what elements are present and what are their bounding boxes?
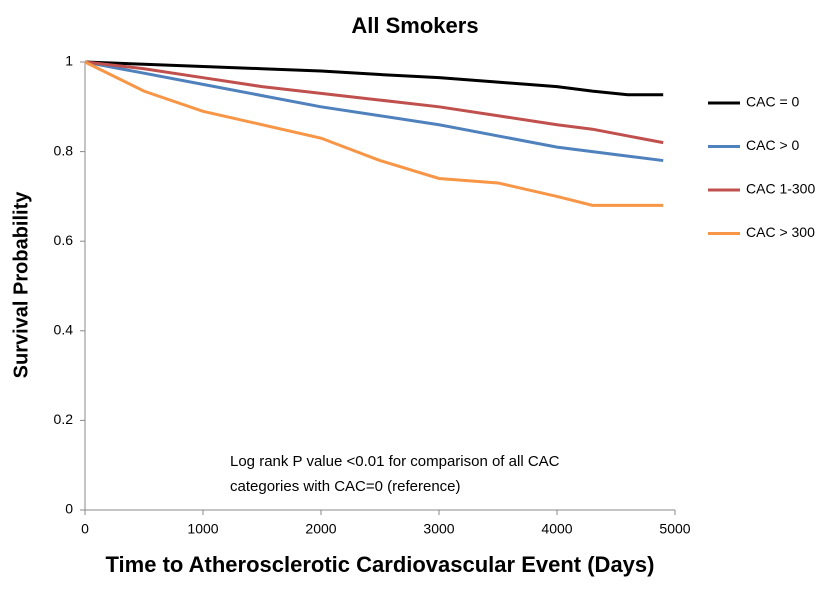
x-axis-label: Time to Atherosclerotic Cardiovascular E… xyxy=(106,552,655,577)
y-tick-label: 0.6 xyxy=(54,232,74,248)
x-tick-label: 2000 xyxy=(305,521,336,537)
y-tick-label: 0 xyxy=(65,501,73,517)
annotation: categories with CAC=0 (reference) xyxy=(230,478,461,495)
x-tick-label: 4000 xyxy=(541,521,572,537)
series-line xyxy=(84,60,664,163)
x-tick-label: 5000 xyxy=(659,521,690,537)
x-tick-label: 1000 xyxy=(187,521,218,537)
y-tick-label: 0.4 xyxy=(54,322,74,338)
legend-label: CAC = 0 xyxy=(746,94,800,110)
series-line xyxy=(84,60,664,207)
y-tick-label: 0.8 xyxy=(54,142,74,158)
legend-label: CAC 1-300 xyxy=(746,181,815,197)
y-tick-label: 0.2 xyxy=(54,411,74,427)
y-axis-label: Survival Probability xyxy=(10,191,32,379)
series-line xyxy=(84,60,664,97)
annotation: Log rank P value <0.01 for comparison of… xyxy=(230,453,560,470)
legend-label: CAC > 300 xyxy=(746,224,815,240)
legend-label: CAC > 0 xyxy=(746,137,800,153)
chart-title: All Smokers xyxy=(351,13,478,38)
series-line xyxy=(84,60,664,145)
y-tick-label: 1 xyxy=(65,53,73,69)
x-tick-label: 0 xyxy=(81,521,89,537)
x-tick-label: 3000 xyxy=(423,521,454,537)
